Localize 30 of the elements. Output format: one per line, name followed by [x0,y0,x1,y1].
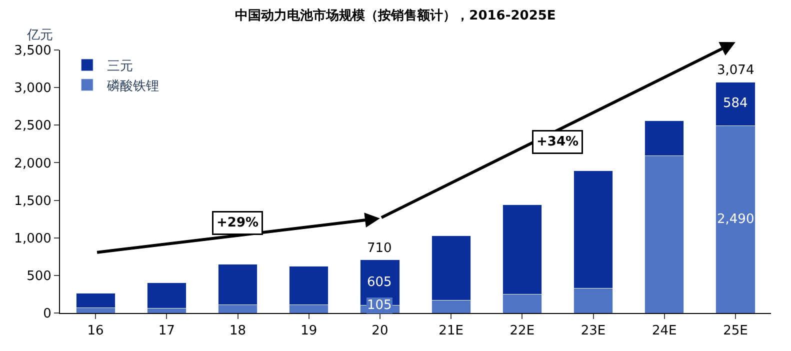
data-label: 2,490 [717,212,754,227]
y-tick-label: 1,000 [14,231,52,246]
x-tick-label: 19 [300,324,318,339]
data-label: 605 [367,275,392,290]
x-tick-label: 23E [580,324,606,339]
y-tick-label: 1,500 [14,194,52,209]
x-tick-label: 17 [158,324,175,339]
total-label: 3,074 [717,63,754,78]
y-tick-label: 3,000 [14,81,52,96]
bar [146,282,186,309]
y-tick-label: 500 [26,268,52,284]
y-axis-title: 亿元 [26,28,53,43]
total-label: 710 [367,241,392,256]
x-tick-label: 18 [229,324,246,339]
y-tick-label: 0 [43,306,52,322]
annotation: +34% [536,134,579,150]
data-label: 584 [723,96,748,111]
legend-label: 磷酸铁锂 [106,78,160,94]
x-tick-label: 16 [87,324,104,339]
x-tick-label: 25E [723,324,748,339]
x-tick-label: 24E [652,324,677,339]
y-tick-label: 2,500 [14,118,52,134]
y-tick-label: 3,500 [14,44,52,59]
chart-title: 中国动力电池市场规模（按销售额计），2016-2025E [235,8,556,24]
x-tick-label: 20 [372,324,388,339]
x-tick-label: 21E [438,324,464,339]
y-tick-label: 2,000 [14,156,52,172]
annotation: +29% [216,216,259,230]
legend-label: 三元 [107,59,134,74]
x-tick-label: 22E [510,324,535,339]
